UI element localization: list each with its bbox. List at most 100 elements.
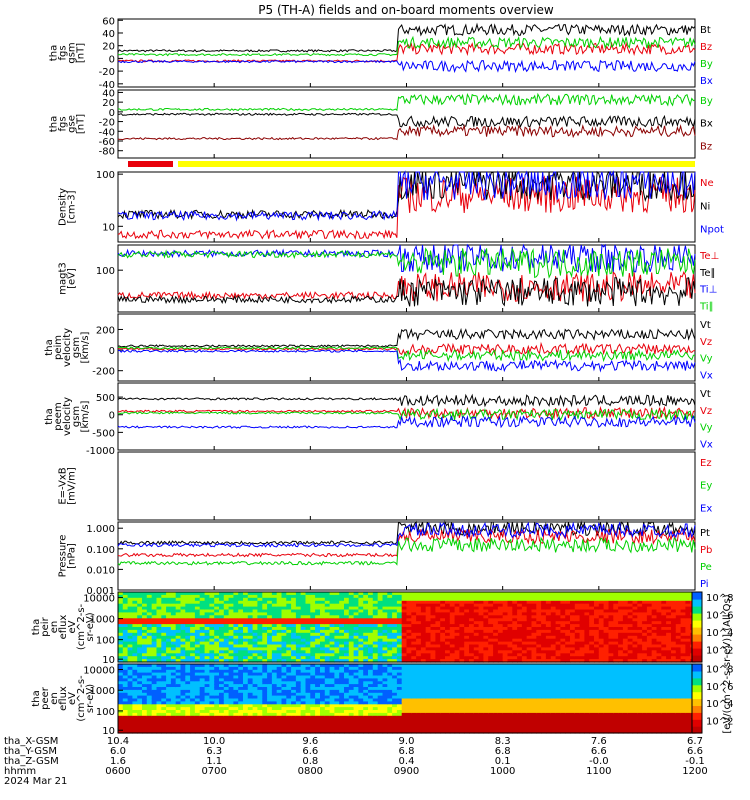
spec-cell <box>238 675 244 679</box>
spec-cell <box>531 624 537 628</box>
spec-cell <box>396 629 403 634</box>
spec-cell <box>627 606 634 611</box>
spec-cell <box>267 684 273 688</box>
spec-cell <box>348 684 355 688</box>
spec-cell <box>579 656 585 660</box>
spec-cell <box>209 603 215 608</box>
spec-cell <box>675 644 682 648</box>
spec-cell <box>329 704 335 708</box>
spec-cell <box>497 653 504 657</box>
spec-cell <box>257 704 263 708</box>
spec-cell <box>175 653 182 657</box>
ytick-label: 0.001 <box>86 586 115 597</box>
spec-cell <box>209 669 215 674</box>
spec-cell <box>238 724 244 728</box>
spec-cell <box>300 698 307 702</box>
spec-cell <box>334 669 340 674</box>
spec-cell <box>267 659 273 663</box>
spec-cell <box>454 687 460 691</box>
spec-cell <box>228 653 234 657</box>
spec-cell <box>598 650 605 654</box>
spec-cell <box>175 629 182 634</box>
spec-cell <box>353 724 359 728</box>
spec-cell <box>267 712 273 717</box>
spec-cell <box>339 618 345 622</box>
spec-cell <box>339 606 345 611</box>
spec-cell <box>416 653 422 657</box>
spec-cell <box>267 718 273 723</box>
spec-cell <box>348 597 355 602</box>
spec-cell <box>478 606 484 611</box>
spec-cell <box>512 594 518 599</box>
spec-cell <box>574 612 581 616</box>
spec-cell <box>584 632 590 637</box>
spec-cell <box>262 621 268 625</box>
spec-cell <box>166 664 172 668</box>
spec-cell <box>651 592 658 596</box>
spec-cell <box>555 650 561 654</box>
spec-cell <box>295 704 302 708</box>
spec-cell <box>223 627 230 631</box>
spec-cell <box>493 689 499 694</box>
spec-cell <box>170 684 177 688</box>
spec-cell <box>190 721 196 725</box>
spec-cell <box>425 629 432 634</box>
spec-cell <box>175 592 182 596</box>
spec-cell <box>435 621 441 625</box>
spec-cell <box>247 721 254 725</box>
spec-cell <box>358 653 364 657</box>
spec-cell <box>190 592 196 596</box>
spec-cell <box>142 721 148 725</box>
spec-cell <box>464 621 470 625</box>
spec-cell <box>425 592 432 596</box>
spec-cell <box>199 681 206 685</box>
spec-cell <box>271 644 278 648</box>
spec-cell <box>459 592 465 596</box>
spec-cell <box>613 638 619 643</box>
spec-cell <box>449 612 456 616</box>
spec-cell <box>142 612 148 616</box>
spec-cell <box>656 594 662 599</box>
spec-cell <box>555 647 561 651</box>
spec-cell <box>377 653 384 657</box>
spec-cell <box>584 594 590 599</box>
spec-cell <box>401 715 408 720</box>
spec-cell <box>315 664 321 668</box>
spec-cell <box>680 659 686 663</box>
spec-cell <box>257 692 263 697</box>
spec-cell <box>223 666 230 671</box>
spec-cell <box>127 594 133 599</box>
spec-cell <box>267 612 273 616</box>
spec-cell <box>493 603 499 608</box>
spec-cell <box>565 647 571 651</box>
spec-cell <box>420 612 427 616</box>
spec-cell <box>440 594 446 599</box>
spec-cell <box>459 600 465 605</box>
spec-cell <box>305 715 311 720</box>
spec-cell <box>257 669 263 674</box>
spec-cell <box>267 592 273 596</box>
spec-cell <box>598 644 605 648</box>
spec-cell <box>512 592 518 596</box>
spec-cell <box>127 681 133 685</box>
spec-cell <box>603 597 609 602</box>
spec-cell <box>185 701 191 705</box>
spec-cell <box>305 650 311 654</box>
spec-cell <box>247 727 254 731</box>
spec-cell <box>295 597 302 602</box>
spec-cell <box>363 701 369 705</box>
spec-cell <box>411 612 417 616</box>
legend-Ex: Ex <box>700 503 712 514</box>
spec-cell <box>454 609 460 613</box>
spec-cell <box>435 609 441 613</box>
spec-cell <box>276 704 283 708</box>
spec-cell <box>420 624 427 628</box>
spec-cell <box>190 672 196 677</box>
spec-cell <box>324 644 331 648</box>
spec-cell <box>291 678 297 682</box>
spec-cell <box>286 704 292 708</box>
spec-cell <box>493 659 499 663</box>
spec-cell <box>377 664 384 668</box>
spec-cell <box>541 641 547 646</box>
spec-cell <box>363 600 369 605</box>
